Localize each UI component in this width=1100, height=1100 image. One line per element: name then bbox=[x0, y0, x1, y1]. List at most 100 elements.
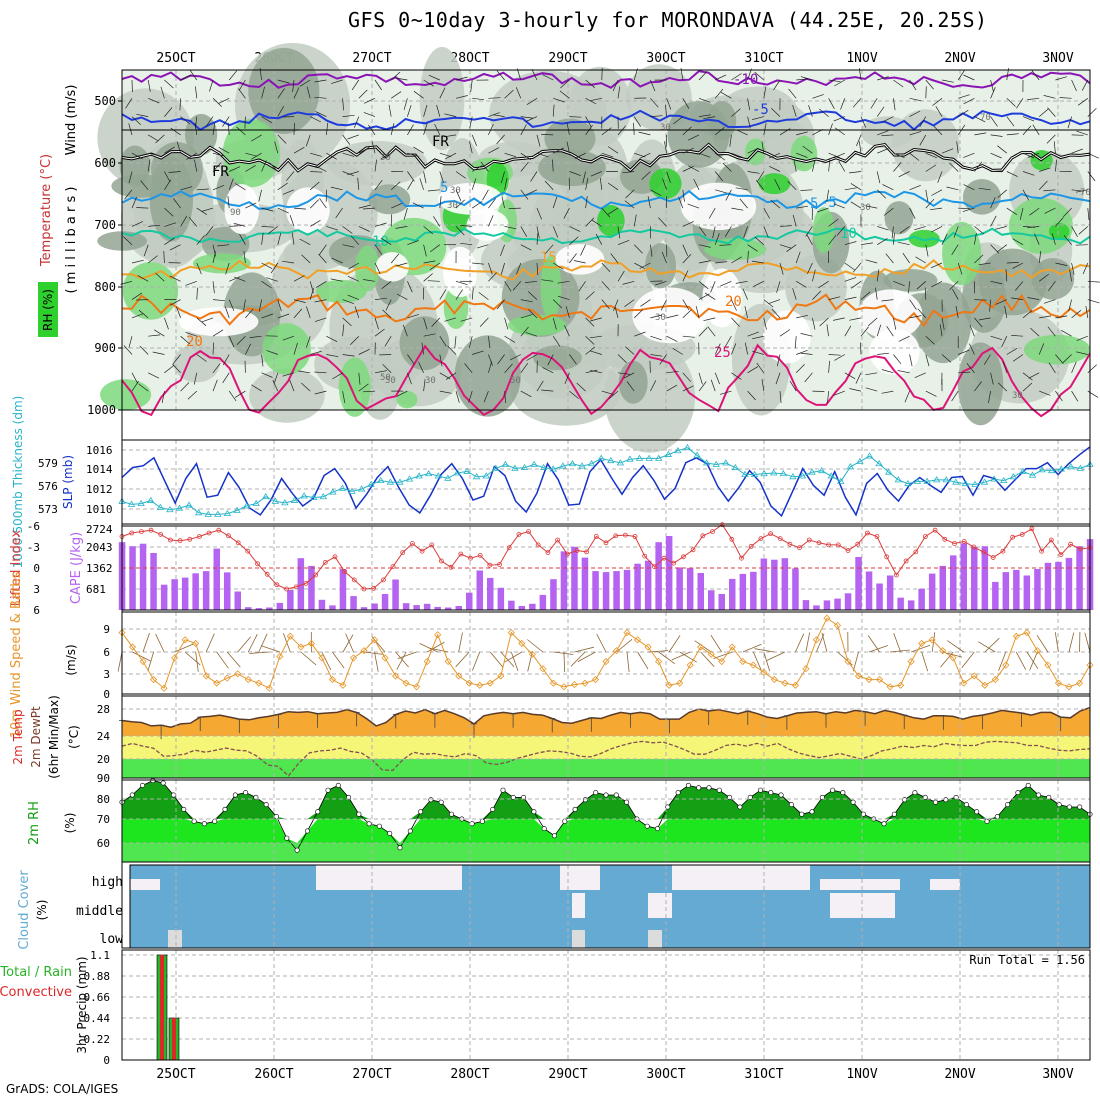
li-marker bbox=[632, 534, 638, 539]
wind10-barb bbox=[237, 636, 252, 653]
wind-barb bbox=[541, 134, 554, 136]
wind-barb bbox=[893, 152, 905, 159]
rh-blob bbox=[645, 243, 677, 289]
wind-barb bbox=[1016, 98, 1024, 109]
wind-barb bbox=[608, 390, 619, 400]
cape-bar bbox=[813, 605, 820, 610]
wind-barb bbox=[909, 79, 917, 91]
cloud-low-gap bbox=[168, 930, 182, 948]
wind-barb bbox=[439, 171, 444, 184]
thickness-marker bbox=[731, 463, 740, 471]
wind-barb bbox=[703, 116, 716, 120]
wind10-barb bbox=[174, 643, 194, 653]
wind-barb bbox=[617, 270, 625, 282]
wind-barb bbox=[559, 90, 570, 99]
wind-barb bbox=[282, 372, 295, 377]
wind-barb bbox=[633, 122, 635, 135]
wind-barb bbox=[720, 280, 732, 287]
wind10-barb bbox=[184, 651, 201, 666]
wind-barb bbox=[164, 146, 175, 154]
wind-barb bbox=[164, 222, 177, 227]
wind-barb bbox=[371, 141, 376, 154]
wind-barb bbox=[1048, 362, 1056, 373]
cloud-ylabel: Cloud Cover bbox=[17, 870, 32, 950]
li-marker bbox=[255, 561, 260, 567]
li-marker bbox=[284, 586, 290, 592]
wind-barb bbox=[1067, 116, 1072, 129]
wind-barb bbox=[919, 134, 927, 146]
thickness-marker bbox=[789, 473, 797, 480]
wind-barb bbox=[536, 134, 541, 147]
wind-barb bbox=[1063, 207, 1072, 217]
wind-barb bbox=[382, 364, 392, 374]
wind10-marker bbox=[865, 675, 873, 684]
wind-barb bbox=[423, 123, 428, 136]
wind10-marker bbox=[581, 679, 589, 687]
thickness-marker bbox=[645, 454, 653, 461]
wind-barb bbox=[455, 189, 462, 201]
wind-barb bbox=[666, 98, 672, 110]
wind10-barb bbox=[710, 634, 723, 653]
wind-barb bbox=[666, 314, 679, 319]
wind-barb bbox=[229, 166, 241, 172]
temp-ytick: 20 bbox=[97, 753, 110, 766]
cape-bar bbox=[613, 571, 620, 610]
rh-dry-patch bbox=[555, 244, 605, 275]
rh-marker bbox=[943, 797, 949, 803]
li-ytick: -3 bbox=[27, 541, 40, 554]
wind-barb bbox=[569, 226, 581, 232]
wind-barb bbox=[682, 372, 692, 382]
rh-marker bbox=[922, 794, 928, 800]
wind-barb bbox=[1055, 217, 1064, 227]
wind10-marker bbox=[939, 647, 947, 655]
wind-barb bbox=[666, 370, 679, 374]
wind-barb bbox=[623, 372, 635, 379]
wind10-barb bbox=[563, 651, 566, 673]
wind-barb bbox=[775, 372, 781, 385]
wind-barb bbox=[194, 159, 198, 172]
wind10-marker bbox=[802, 665, 810, 673]
thickness-marker bbox=[990, 475, 998, 482]
wind-barb bbox=[488, 272, 497, 282]
wind-ytick: 0 bbox=[103, 688, 110, 701]
wind-barb bbox=[585, 79, 596, 88]
wind-barb bbox=[714, 171, 723, 182]
rh-blob bbox=[368, 184, 411, 215]
wind-barb bbox=[590, 350, 602, 355]
wind-barb bbox=[612, 79, 619, 92]
li-marker bbox=[380, 577, 386, 583]
wind-barb bbox=[235, 183, 246, 191]
wind-barb bbox=[520, 244, 532, 251]
wind-barb bbox=[342, 324, 345, 337]
wind10-marker bbox=[591, 675, 600, 684]
contour-label: 10 bbox=[840, 226, 857, 242]
li-marker bbox=[574, 548, 580, 553]
wind-barb bbox=[374, 370, 387, 374]
wind-barb bbox=[342, 244, 355, 248]
wind-barb bbox=[580, 244, 586, 256]
wind-barb bbox=[251, 384, 262, 392]
rh-marker bbox=[974, 809, 980, 815]
wind-barb bbox=[136, 113, 149, 117]
wind-barb bbox=[779, 244, 792, 249]
rh-fill-mid bbox=[122, 819, 1090, 843]
wind10-barb bbox=[321, 651, 332, 671]
rh-marker bbox=[201, 821, 207, 827]
wind-barb bbox=[314, 299, 327, 303]
rh-marker bbox=[768, 790, 774, 796]
wind-barb bbox=[916, 281, 927, 290]
li-marker bbox=[274, 582, 280, 588]
wind10-barb bbox=[142, 632, 150, 653]
wind10-marker bbox=[844, 657, 852, 666]
wind-barb bbox=[520, 226, 528, 237]
wind-barb bbox=[358, 372, 361, 385]
wind-barb bbox=[1022, 372, 1033, 381]
wind-barb bbox=[990, 372, 994, 385]
wind-barb bbox=[649, 360, 651, 373]
cape-bar bbox=[886, 575, 894, 610]
wind-barb bbox=[228, 70, 238, 81]
wind-barb bbox=[860, 291, 871, 300]
wind-barb bbox=[966, 363, 975, 374]
top-axis-label: 25OCT bbox=[156, 51, 195, 66]
wind-barb bbox=[310, 350, 322, 355]
